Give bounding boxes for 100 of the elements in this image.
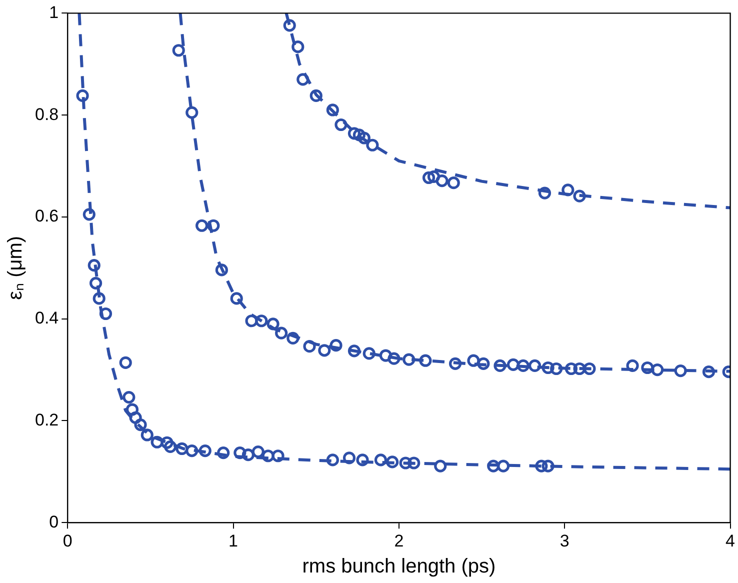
point: [535, 460, 548, 472]
x-tick-label: 4: [726, 531, 736, 550]
point: [334, 118, 348, 132]
point: [172, 44, 185, 57]
line-series: [284, 13, 730, 210]
y-tick-label: 1: [49, 2, 59, 22]
point: [386, 456, 399, 468]
point: [198, 444, 212, 458]
point: [542, 361, 554, 374]
point: [467, 354, 480, 367]
point: [126, 403, 139, 416]
line-series: [78, 13, 730, 471]
point: [150, 436, 164, 448]
point: [573, 362, 586, 376]
point: [283, 19, 296, 32]
point: [497, 460, 510, 472]
point: [119, 356, 132, 369]
point: [626, 359, 639, 372]
x-tick-label: 2: [394, 531, 404, 550]
point: [89, 276, 102, 290]
x-axis-title: rms bunch length (ps): [302, 556, 496, 578]
point: [408, 456, 420, 470]
point: [262, 450, 274, 462]
point: [164, 440, 177, 453]
point: [348, 344, 361, 358]
point: [134, 418, 147, 432]
point: [303, 340, 316, 353]
point: [356, 454, 369, 466]
point: [82, 208, 96, 221]
point: [326, 104, 339, 116]
point: [207, 219, 220, 232]
point: [374, 454, 388, 466]
point: [542, 460, 554, 472]
point: [402, 353, 416, 366]
point: [186, 444, 198, 458]
point: [528, 359, 542, 372]
point: [550, 362, 563, 376]
point: [506, 358, 520, 371]
point: [217, 446, 230, 460]
point: [230, 292, 243, 305]
point: [702, 366, 716, 378]
point: [674, 364, 687, 378]
y-tick-label: 0.8: [34, 104, 59, 124]
point: [583, 362, 596, 376]
point: [326, 454, 339, 466]
point: [88, 259, 100, 272]
point: [564, 362, 578, 376]
point: [494, 359, 506, 372]
point: [399, 456, 412, 470]
point: [318, 344, 331, 357]
point: [215, 264, 228, 276]
point: [296, 73, 310, 86]
point: [310, 89, 322, 102]
point: [651, 363, 664, 376]
point: [286, 332, 300, 344]
point: [292, 40, 304, 54]
point: [641, 361, 654, 374]
point: [234, 446, 246, 460]
point: [573, 190, 586, 202]
x-tick-label: 1: [228, 531, 238, 550]
point: [330, 339, 342, 352]
point: [434, 460, 447, 472]
x-tick-label: 0: [62, 531, 72, 550]
point: [388, 352, 400, 365]
y-axis-title: εₙ (μm): [4, 236, 27, 300]
y-tick-label: 0.2: [34, 410, 59, 430]
point: [245, 314, 258, 328]
y-tick-label: 0: [49, 512, 59, 532]
point: [122, 390, 136, 404]
point: [366, 138, 379, 152]
x-tick-label: 3: [560, 531, 570, 550]
point: [99, 307, 112, 320]
point: [255, 314, 268, 328]
point: [538, 186, 552, 200]
point: [427, 170, 440, 184]
y-tick-label: 0.4: [34, 308, 59, 328]
point: [140, 428, 154, 442]
point: [242, 448, 254, 462]
point: [160, 436, 174, 449]
point: [342, 452, 356, 464]
point: [196, 219, 208, 232]
point: [516, 359, 530, 372]
point: [92, 292, 106, 305]
point: [562, 184, 574, 196]
point: [487, 460, 500, 472]
y-tick-label: 0.6: [34, 206, 59, 226]
point: [362, 347, 376, 360]
point: [436, 174, 448, 188]
point: [447, 176, 460, 190]
point: [129, 411, 142, 424]
point: [266, 318, 280, 330]
point: [252, 445, 264, 458]
point: [176, 442, 188, 456]
point: [348, 127, 361, 140]
point: [419, 354, 432, 367]
point: [272, 450, 284, 462]
point: [448, 357, 462, 370]
point: [76, 89, 89, 102]
point: [477, 357, 490, 370]
point: [422, 171, 436, 184]
